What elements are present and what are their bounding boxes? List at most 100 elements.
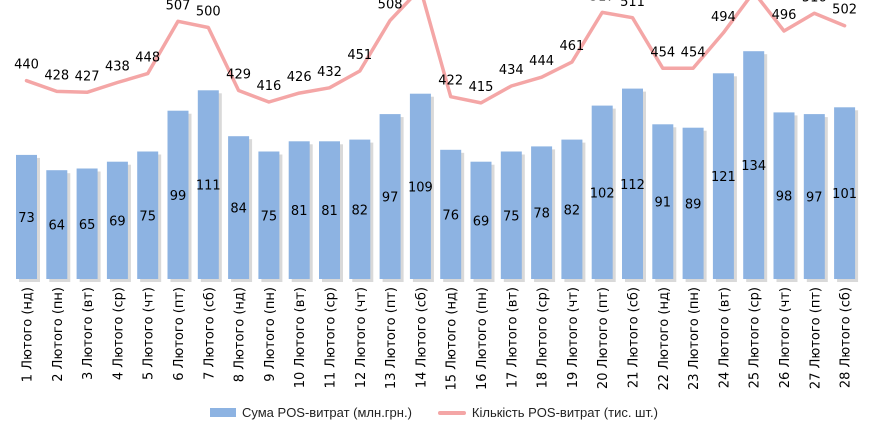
line-value-label: 507	[166, 0, 191, 13]
line-value-label: 426	[287, 70, 312, 85]
bar	[622, 88, 643, 279]
bar-value-label: 75	[261, 209, 278, 224]
line-series	[24, 0, 847, 105]
bar-value-label: 73	[18, 211, 35, 226]
x-tick-label: 27 Лютого (пт)	[808, 287, 823, 389]
bar	[106, 161, 128, 279]
bar	[531, 146, 553, 279]
x-tick-label: 28 Лютого (сб)	[839, 287, 854, 388]
line-value-label: 451	[347, 48, 372, 63]
x-tick-label: 24 Лютого (вт)	[717, 287, 732, 388]
bar-value-label: 111	[196, 179, 221, 194]
line-value-label: 415	[469, 80, 494, 95]
bar	[591, 105, 613, 279]
bar	[319, 141, 340, 279]
bar	[258, 151, 280, 279]
bar-value-label: 64	[49, 219, 66, 234]
line-value-label: 440	[14, 58, 39, 73]
x-tick-label: 6 Лютого (пт)	[172, 287, 187, 381]
bar-value-label: 99	[170, 189, 187, 204]
line-value-label: 502	[832, 3, 857, 18]
bar-series	[16, 51, 859, 283]
legend-swatch-line	[437, 410, 466, 415]
line-value-label: 511	[620, 0, 645, 10]
line-value-label: 429	[226, 67, 251, 82]
x-tick-label: 19 Лютого (чт)	[566, 287, 581, 388]
x-tick-label: 16 Лютого (пн)	[475, 287, 490, 390]
x-tick-label: 22 Лютого (нд)	[657, 287, 672, 390]
x-tick-label: 13 Лютого (пт)	[384, 287, 399, 389]
line-value-label: 496	[772, 8, 797, 23]
bar-value-label: 75	[139, 209, 156, 224]
bar	[834, 107, 856, 279]
bar	[561, 139, 583, 279]
bar	[288, 141, 310, 279]
x-tick-label: 7 Лютого (сб)	[202, 287, 217, 380]
x-tick-label: 2 Лютого (пн)	[51, 287, 66, 382]
x-tick-label: 20 Лютого (пт)	[596, 287, 611, 389]
bar-value-label: 134	[741, 159, 766, 174]
bar	[409, 93, 431, 279]
bar	[379, 114, 401, 279]
x-tick-label: 26 Лютого (чт)	[778, 287, 793, 388]
line-value-label: 427	[75, 69, 100, 84]
line-value-label: 516	[802, 0, 827, 5]
x-tick-label: 14 Лютого (сб)	[414, 287, 429, 388]
legend-item-bar: Сума POS-витрат (млн.грн.)	[210, 405, 412, 420]
bar	[803, 114, 825, 279]
bar-value-label: 69	[473, 214, 490, 229]
line-value-label: 461	[559, 39, 584, 54]
line-value-label: 434	[499, 63, 524, 78]
bar	[76, 168, 98, 279]
bar	[16, 154, 37, 279]
line-value-label: 422	[438, 74, 463, 89]
bar-value-label: 89	[685, 197, 702, 212]
bar	[46, 170, 68, 279]
bar	[228, 136, 250, 279]
bar-value-label: 97	[382, 191, 399, 206]
line-value-label: 508	[378, 0, 403, 12]
bar-value-label: 65	[79, 218, 96, 233]
bar	[197, 90, 219, 279]
bar-value-label: 84	[230, 202, 247, 217]
bar-value-label: 69	[109, 214, 126, 229]
x-tick-label: 23 Лютого (пн)	[687, 287, 702, 390]
x-tick-label: 1 Лютого (нд)	[21, 287, 36, 382]
bar-value-label: 75	[503, 209, 520, 224]
line-value-label: 416	[256, 79, 281, 94]
legend-label-bar: Сума POS-витрат (млн.грн.)	[242, 405, 412, 420]
bar	[440, 149, 462, 279]
x-tick-label: 25 Лютого (ср)	[748, 287, 763, 388]
line-value-label: 494	[711, 10, 736, 25]
line-value-label: 454	[650, 45, 675, 60]
bar-value-label: 97	[806, 191, 823, 206]
x-tick-label: 11 Лютого (ср)	[324, 287, 339, 388]
bar-value-label: 112	[620, 178, 645, 193]
bar-value-label: 82	[352, 203, 369, 218]
line-value-label: 444	[529, 54, 554, 69]
bar-value-label: 98	[776, 190, 793, 205]
x-tick-label: 10 Лютого (вт)	[293, 287, 308, 388]
bar	[773, 112, 795, 280]
bar-value-label: 76	[442, 208, 459, 223]
x-tick-label: 17 Лютого (вт)	[505, 287, 520, 388]
line-value-label: 454	[681, 45, 706, 60]
x-tick-label: 15 Лютого (нд)	[445, 287, 460, 390]
line-value-label: 432	[317, 65, 342, 80]
x-tick-label: 8 Лютого (нд)	[233, 287, 248, 382]
bar-value-label: 109	[408, 180, 433, 195]
bar-value-label: 121	[711, 170, 736, 185]
bar-value-label: 78	[533, 207, 550, 222]
x-tick-label: 4 Лютого (ср)	[111, 287, 126, 380]
legend-item-line: Кількість POS-витрат (тис. шт.)	[437, 405, 658, 420]
bar	[470, 161, 492, 279]
bar	[500, 151, 522, 279]
bar	[712, 73, 734, 279]
line-value-label: 517	[590, 0, 615, 4]
x-tick-label: 5 Лютого (чт)	[142, 287, 157, 380]
bar-value-label: 81	[291, 204, 308, 219]
legend: Сума POS-витрат (млн.грн.) Кількість POS…	[210, 405, 684, 420]
x-tick-label: 9 Лютого (пн)	[263, 287, 278, 382]
line-data-labels: 440 428 427 438 448 507 500 429 416 426 432 451 508 5…	[14, 0, 857, 95]
